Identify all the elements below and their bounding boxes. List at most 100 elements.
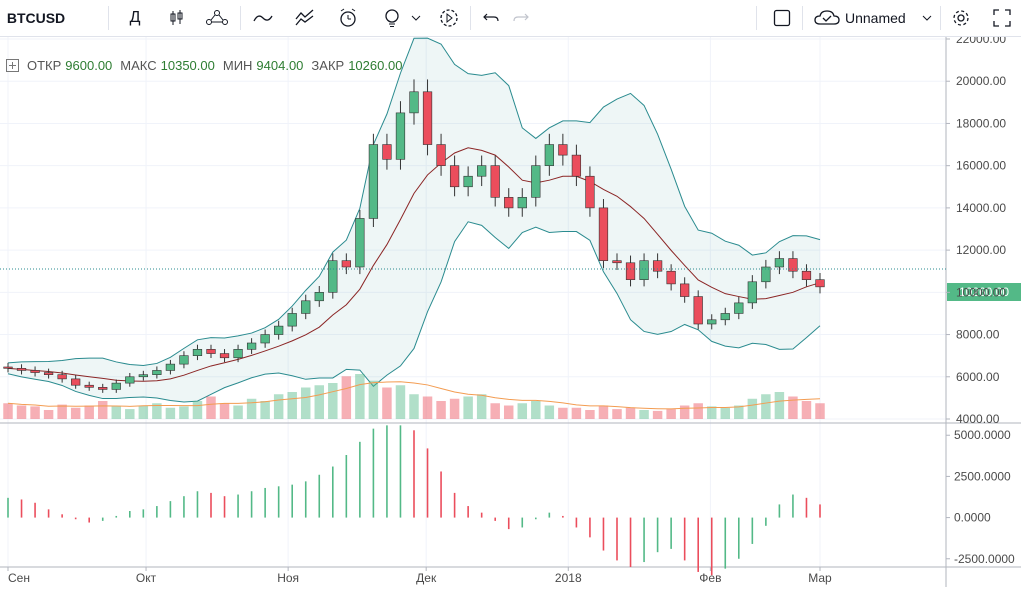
candle [192,349,203,356]
last-price-tag [947,283,1021,301]
volume-bar [612,409,622,419]
gear-icon[interactable] [948,0,974,36]
candle [720,313,730,321]
low-label: МИН [222,58,253,73]
candle [314,292,324,302]
candle [666,270,676,285]
candle [355,218,365,268]
price-tick-label: 12000.00 [956,243,1006,257]
price-tick-label: 18000.00 [956,116,1006,130]
candles-icon[interactable] [164,0,190,36]
volume-bar [395,385,406,419]
volume-bar [693,403,703,419]
candle [747,281,757,304]
redo-icon[interactable] [510,0,532,36]
volume-bar [84,405,94,419]
volume-bar [57,404,67,419]
volume-bar [544,405,555,419]
ideas-icon[interactable] [380,0,404,36]
indicators-icon[interactable] [202,0,232,36]
toolbar-divider [940,6,941,30]
volume-bar [558,407,568,419]
candle [531,165,541,198]
volume-bar [639,410,649,419]
volume-bar [192,401,203,419]
volume-bar [815,403,825,419]
candle [138,374,148,378]
candle [328,260,338,293]
candle [71,378,81,386]
volume-bar [503,405,514,419]
time-tick-label: 2018 [555,571,582,585]
price-tick-label: 16000.00 [956,159,1006,173]
volume-bar [219,403,230,419]
volume-bar [652,410,663,419]
time-tick-label: Ноя [277,571,299,585]
candle [815,279,825,288]
templates-icon[interactable] [292,0,318,36]
close-label: ЗАКР [311,58,345,73]
alert-icon[interactable] [334,0,362,36]
close-value: 10260.00 [348,58,403,73]
oscillator-tick-label: 2500.0000 [954,469,1011,483]
volume-bar [43,410,54,419]
volume-bar [300,387,311,419]
open-label: ОТКР [27,58,62,73]
time-tick-label: Дек [416,571,437,585]
candle [517,197,527,209]
volume-bar [233,405,243,419]
interval-button[interactable]: Д [129,9,141,26]
candle [233,349,243,359]
replay-icon[interactable] [436,0,462,36]
candle [558,144,568,156]
volume-bar [328,383,338,419]
candle [165,363,176,371]
ohlc-legend: ОТКР 9600.00 МАКС 10350.00 МИН 9404.00 З… [6,58,402,73]
layout-name[interactable]: Unnamed [845,10,906,26]
candle [477,165,487,177]
price-tick-label: 20000.00 [956,74,1006,88]
volume-bar [179,406,189,419]
volume-ma-line [7,381,821,410]
symbol-search-button[interactable]: BTCUSD [6,10,66,26]
candle [395,112,406,160]
volume-bar [436,401,446,419]
legend-toggle-icon[interactable] [6,59,19,72]
candle [598,207,609,261]
candle [179,355,189,365]
candle [585,175,595,209]
cloud-icon [812,0,842,36]
volume-bar [260,401,270,419]
candle [801,270,812,280]
time-tick-label: Мар [808,571,832,585]
bollinger-fill [8,38,820,403]
price-chart[interactable]: 10260.00 22000.00 20000.00 18000.00 16000.00… [0,32,1021,587]
candle [301,300,311,314]
oscillator-tick-label: 5000.0000 [954,428,1011,442]
chart-area[interactable]: 10260.00 22000.00 20000.00 18000.00 16000.00… [0,32,1021,587]
chevron-down-icon[interactable] [408,0,424,36]
expand-icon[interactable] [990,0,1014,36]
low-value: 9404.00 [256,58,304,73]
candle [3,366,13,369]
candle [612,260,622,264]
last-price-label: 10260.00 [959,285,1009,299]
candle [761,266,771,283]
time-tick-label: Окт [136,571,157,585]
volume-bar [165,407,176,419]
compare-icon[interactable] [250,0,276,36]
chevron-down-icon[interactable] [920,0,934,36]
volume-bar [801,401,812,419]
volume-bar [598,405,609,419]
fullscreen-toggle-icon[interactable] [770,0,794,36]
candle [490,165,500,198]
volume-bar [679,405,690,419]
time-tick-label: Сен [8,571,30,585]
bollinger-upper-line [7,37,821,367]
volume-bar [476,394,487,419]
volume-bar [3,403,13,419]
undo-icon[interactable] [480,0,502,36]
volume-bar [747,398,758,419]
toolbar-divider [756,6,757,30]
candle [639,260,649,280]
